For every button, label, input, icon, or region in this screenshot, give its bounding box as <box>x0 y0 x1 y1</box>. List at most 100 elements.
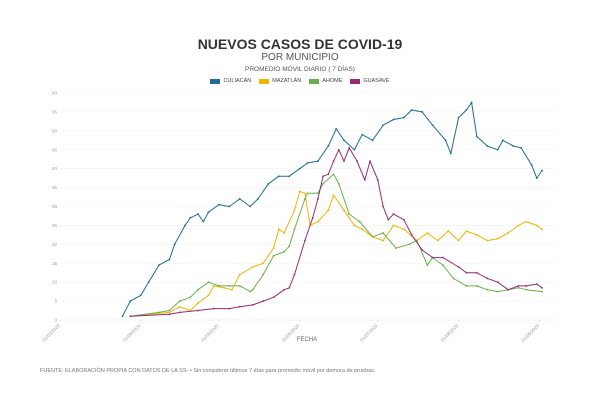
data-point <box>535 224 538 227</box>
data-point <box>410 109 413 111</box>
data-point <box>392 213 395 215</box>
data-point <box>353 224 356 227</box>
data-point <box>402 116 405 119</box>
data-point <box>465 285 468 287</box>
data-point <box>283 288 285 291</box>
data-point <box>207 294 210 297</box>
data-point <box>218 285 220 287</box>
data-point <box>452 277 455 280</box>
data-point <box>465 230 468 232</box>
data-point <box>410 233 413 236</box>
data-point <box>371 139 374 142</box>
data-point <box>517 285 520 287</box>
data-point <box>317 220 319 223</box>
data-point <box>238 273 241 276</box>
data-point <box>306 162 309 164</box>
series-line-culiacán <box>122 102 543 317</box>
x-axis-title: FECHA <box>297 337 317 343</box>
data-point <box>496 237 499 240</box>
data-point <box>212 285 215 287</box>
data-point <box>382 205 384 208</box>
data-point <box>293 228 296 231</box>
data-point <box>288 175 291 178</box>
data-point <box>223 286 226 289</box>
legend-item-ahome[interactable]: AHOME <box>309 78 342 84</box>
data-point <box>272 296 275 299</box>
data-point <box>343 209 345 212</box>
data-point <box>382 232 384 234</box>
data-point <box>436 239 439 242</box>
data-point <box>332 173 335 176</box>
series-line-ahome <box>130 173 543 317</box>
y-tick-label: 35 <box>52 185 58 190</box>
data-point <box>426 264 429 267</box>
data-point <box>337 148 340 151</box>
data-point <box>317 192 319 195</box>
data-point <box>249 205 252 208</box>
data-point <box>298 167 301 170</box>
data-point <box>501 139 504 142</box>
data-point <box>238 305 241 308</box>
data-point <box>371 235 374 238</box>
data-point <box>382 124 384 127</box>
data-point <box>496 290 499 293</box>
data-point <box>272 247 275 250</box>
data-point <box>306 192 309 195</box>
data-point <box>212 307 215 310</box>
data-point <box>322 182 325 185</box>
data-point <box>197 213 199 215</box>
legend-label: CULIACÁN <box>223 78 252 84</box>
data-point <box>238 285 241 287</box>
data-point <box>343 139 345 142</box>
data-point <box>530 163 533 166</box>
data-point <box>189 216 192 219</box>
y-tick-label: 5 <box>54 299 57 304</box>
data-point <box>288 245 291 248</box>
data-point <box>327 209 330 212</box>
data-point <box>337 182 340 185</box>
data-point <box>421 249 424 251</box>
data-point <box>507 288 510 291</box>
data-point <box>228 205 231 208</box>
data-point <box>535 283 538 285</box>
data-point <box>228 285 231 287</box>
data-point <box>343 160 345 163</box>
chart-title: NUEVOS CASOS DE COVID-19 <box>197 36 403 52</box>
data-point <box>327 173 330 176</box>
data-point <box>251 303 254 306</box>
data-point <box>283 251 285 253</box>
data-point <box>486 277 489 280</box>
data-point <box>475 285 478 287</box>
y-tick-label: 55 <box>52 109 58 114</box>
y-tick-label: 60 <box>52 91 58 96</box>
data-point <box>457 239 460 242</box>
data-point <box>475 271 478 274</box>
data-point <box>369 160 371 163</box>
data-point <box>189 296 192 299</box>
data-point <box>525 285 528 287</box>
data-point <box>507 232 510 234</box>
data-point <box>257 198 259 200</box>
data-point <box>197 309 199 312</box>
legend-item-guasave[interactable]: GUASAVE <box>350 78 390 84</box>
legend-item-mazatlan[interactable]: MAZATLÁN <box>259 78 301 84</box>
data-point <box>129 300 132 302</box>
data-point <box>184 224 186 227</box>
legend-item-culiacan[interactable]: CULIACÁN <box>210 78 251 84</box>
x-tick-label: 01/08/2020 <box>440 323 460 343</box>
data-point <box>147 281 150 284</box>
data-point <box>303 192 306 195</box>
data-point <box>442 256 444 259</box>
x-tick-label: 01/03/2020 <box>41 323 61 343</box>
data-point <box>376 179 379 181</box>
data-point <box>317 198 319 200</box>
data-point <box>288 286 291 289</box>
data-point <box>332 160 335 163</box>
data-point <box>178 305 181 308</box>
data-point <box>168 313 171 316</box>
data-point <box>303 239 306 242</box>
data-point <box>525 288 528 291</box>
x-tick-label: 01/09/2020 <box>521 323 541 343</box>
data-point <box>541 286 543 289</box>
chart-note: PROMEDIO MÓVIL DIARIO ( 7 DÍAS) <box>245 66 355 73</box>
